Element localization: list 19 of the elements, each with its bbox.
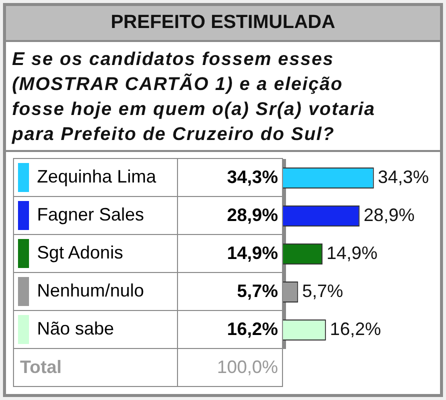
y-tick-label: Zequinha Lima xyxy=(14,158,178,196)
text: 100,0% xyxy=(178,348,282,386)
data-label: 14,9% xyxy=(178,234,282,272)
text: 28,9% xyxy=(364,204,415,225)
y-tick-label: Não sabe xyxy=(14,310,178,348)
y-tick-label: Nenhum/nulo xyxy=(14,272,178,310)
data-label: 16,2% xyxy=(178,310,282,348)
text: Total xyxy=(14,348,178,386)
text: 34,3% xyxy=(378,166,429,187)
text: 14,9% xyxy=(326,242,378,263)
data-label: 5,7% xyxy=(178,272,282,310)
data-label: 34,3% xyxy=(178,158,282,196)
data-label: 28,9% xyxy=(178,196,282,234)
y-tick-label: Sgt Adonis xyxy=(14,234,178,272)
y-tick-label: Fagner Sales xyxy=(14,196,178,234)
text: 5,7% xyxy=(302,280,344,301)
chart-title: PREFEITO ESTIMULADA xyxy=(6,6,440,42)
text: 16,2% xyxy=(330,318,381,339)
chart-subtitle: E se os candidatos fossem esses (MOSTRAR CARTÃO 1) e a eleição fosse hoje em quem o(a) Sr(a) votaria para Prefeito de Cruzeiro do Sul? xyxy=(6,42,440,152)
